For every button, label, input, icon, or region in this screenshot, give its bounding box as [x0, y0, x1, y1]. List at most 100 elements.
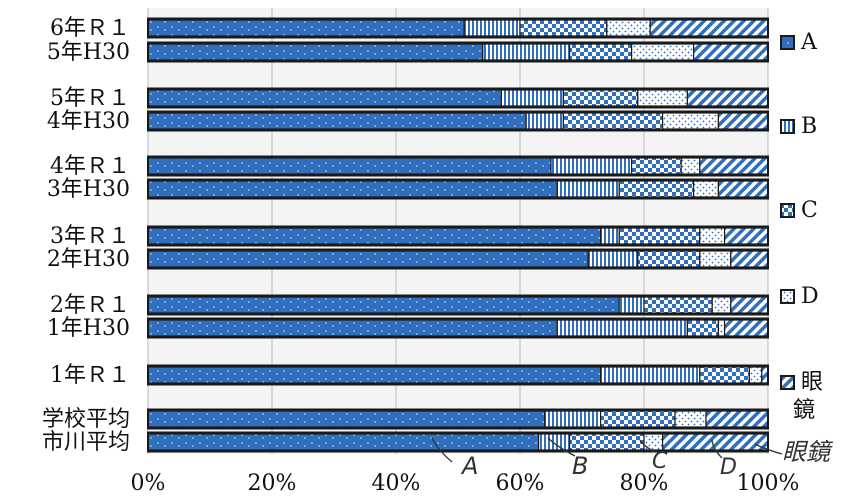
category-label-3: 4年H30 [47, 109, 130, 134]
legend-label-2: C [801, 198, 818, 223]
x-tick-label-1: 20% [248, 471, 297, 496]
bar-segment-B-3 [525, 112, 565, 130]
bar-segment-A-9 [147, 319, 558, 337]
bar-segment-C-5 [618, 180, 695, 198]
bar-segment-B-7 [587, 250, 639, 268]
bar-segment-B-11 [544, 410, 602, 428]
legend-swatch-0 [780, 35, 795, 50]
bar-outline-2 [147, 87, 769, 109]
annotation-line-1 [547, 437, 576, 457]
bar-segment-C-6 [618, 227, 701, 245]
category-label-8: 2年Ｒ１ [50, 293, 130, 318]
bar-outline-4 [147, 155, 769, 177]
x-tick-label-2: 40% [372, 471, 421, 496]
bar-segment-C-12 [568, 433, 645, 451]
bar-segment-眼鏡-6 [723, 227, 769, 245]
bar-segment-A-7 [147, 250, 589, 268]
bar-segment-D-2 [637, 89, 688, 107]
legend-swatch-1 [780, 119, 795, 134]
bar-segment-A-12 [147, 433, 540, 451]
bar-outline-5 [147, 178, 769, 200]
bar-segment-D-1 [630, 43, 695, 61]
bar-segment-A-2 [147, 89, 502, 107]
legend-label-1: B [801, 114, 817, 139]
bar-segment-眼鏡-4 [699, 157, 769, 175]
category-label-10: 1年Ｒ１ [50, 363, 130, 388]
bar-segment-C-8 [643, 296, 713, 314]
bar-segment-B-8 [618, 296, 645, 314]
bar-segment-眼鏡-2 [686, 89, 769, 107]
bar-segment-D-3 [661, 112, 719, 130]
bar-segment-A-4 [147, 157, 552, 175]
legend-swatch-4 [780, 375, 795, 390]
category-label-4: 4年Ｒ１ [50, 154, 130, 179]
annotation-line-4 [754, 443, 783, 455]
bar-segment-A-5 [147, 180, 558, 198]
bar-segment-D-5 [692, 180, 719, 198]
category-label-11: 学校平均 [42, 407, 130, 432]
annotation-4: 眼鏡 [782, 438, 834, 466]
annotation-1: B [572, 452, 588, 480]
x-axis-tick-labels: 0% 20% 40% 60% 80% 100% [131, 471, 800, 496]
bar-segment-C-11 [599, 410, 676, 428]
bar-segment-A-11 [147, 410, 546, 428]
category-label-0: 6年Ｒ１ [50, 16, 130, 41]
bar-segment-A-8 [147, 296, 620, 314]
bar-outline-6 [147, 225, 769, 247]
bar-segment-A-10 [147, 366, 602, 384]
category-label-9: 1年H30 [47, 316, 130, 341]
category-label-2: 5年Ｒ１ [50, 86, 130, 111]
category-label-6: 3年Ｒ１ [50, 224, 130, 249]
bar-outline-10 [147, 364, 769, 386]
bar-segment-A-0 [147, 19, 465, 37]
bar-segment-B-9 [556, 319, 689, 337]
bar-segment-D-6 [699, 227, 726, 245]
bar-segment-C-0 [519, 19, 608, 37]
x-tick-label-4: 80% [620, 471, 669, 496]
bar-segment-D-9 [717, 319, 726, 337]
bar-segment-C-1 [568, 43, 633, 61]
bar-segment-B-1 [482, 43, 571, 61]
bar-segment-A-1 [147, 43, 484, 61]
bar-segment-眼鏡-0 [649, 19, 769, 37]
bar-segment-眼鏡-11 [705, 410, 769, 428]
x-tick-label-3: 60% [496, 471, 545, 496]
annotation-2: C [652, 449, 668, 474]
bar-segment-B-0 [463, 19, 521, 37]
annotation-line-0 [431, 437, 453, 463]
bar-outline-8 [147, 294, 769, 316]
bar-segment-C-7 [637, 250, 701, 268]
category-label-1: 5年H30 [47, 40, 130, 65]
annotation-0: A [460, 452, 478, 480]
bar-segment-眼鏡-12 [661, 433, 769, 451]
bar-segment-眼鏡-8 [730, 296, 769, 314]
annotation-3: D [720, 455, 737, 480]
bar-outline-9 [147, 317, 769, 339]
bar-segment-B-2 [500, 89, 564, 107]
category-label-12: 市川平均 [42, 430, 130, 455]
legend-label-4: 眼鏡 [793, 370, 823, 423]
bar-segment-D-0 [606, 19, 651, 37]
annotation-line-3 [711, 439, 723, 459]
legend-swatch-2 [780, 203, 795, 218]
bar-segment-A-6 [147, 227, 602, 245]
bar-segment-B-4 [550, 157, 633, 175]
bar-segment-C-4 [630, 157, 682, 175]
bar-segment-D-7 [699, 250, 732, 268]
handwritten-annotations: A B C D 眼鏡 [431, 437, 834, 480]
bar-segment-眼鏡-1 [692, 43, 769, 61]
x-tick-label-5: 100% [737, 471, 800, 496]
bar-segment-B-6 [599, 227, 620, 245]
category-label-5: 3年H30 [47, 177, 130, 202]
bar-segment-C-10 [699, 366, 750, 384]
bar-segment-B-12 [537, 433, 571, 451]
legend-swatch-3 [780, 289, 795, 304]
bar-segment-D-4 [680, 157, 701, 175]
bar-segment-B-5 [556, 180, 620, 198]
bar-segment-C-2 [562, 89, 639, 107]
bar-segment-眼鏡-7 [730, 250, 769, 268]
legend-label-0: A [800, 30, 818, 55]
